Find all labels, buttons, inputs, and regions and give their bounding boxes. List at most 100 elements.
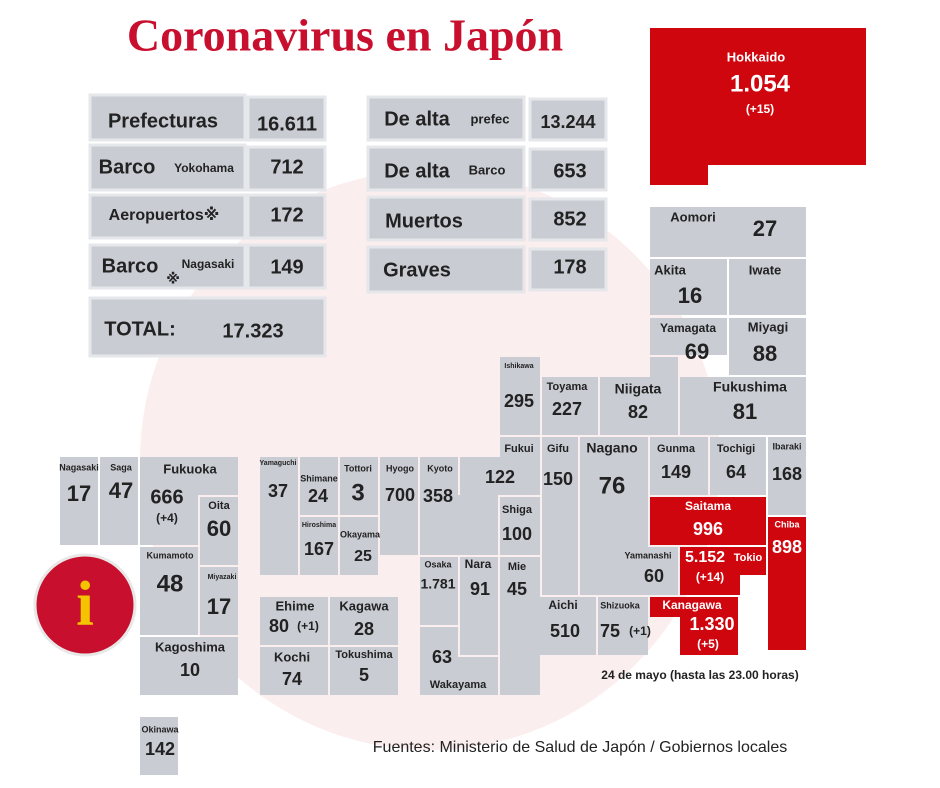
prefecture-name: Shiga bbox=[502, 504, 533, 516]
prefecture-change: (+1) bbox=[629, 624, 651, 638]
prefecture-tile bbox=[729, 259, 806, 315]
summary-sublabel: Nagasaki bbox=[182, 257, 235, 271]
summary-box bbox=[88, 143, 247, 192]
prefecture-tile bbox=[100, 457, 138, 545]
prefecture-tile bbox=[650, 318, 727, 355]
prefecture-tile bbox=[60, 457, 98, 545]
prefecture-tile bbox=[420, 457, 458, 555]
prefecture-value: 76 bbox=[599, 472, 626, 499]
prefecture-value: 358 bbox=[423, 486, 453, 506]
prefecture-value: 24 bbox=[308, 486, 328, 506]
summary-box bbox=[366, 245, 526, 294]
prefecture-value: 88 bbox=[753, 341, 777, 366]
prefecture-tile bbox=[600, 377, 678, 435]
prefecture-name: Osaka bbox=[424, 559, 452, 569]
prefecture-value: 996 bbox=[693, 519, 723, 539]
prefecture-value: 150 bbox=[543, 469, 573, 489]
summary-value-box bbox=[246, 243, 327, 290]
summary-label: Barco bbox=[102, 255, 159, 277]
summary-label: Muertos bbox=[385, 210, 463, 232]
prefecture-tile bbox=[598, 597, 648, 655]
prefecture-tile bbox=[540, 597, 596, 655]
prefecture-tile bbox=[618, 547, 678, 595]
prefecture-value: 167 bbox=[304, 539, 334, 559]
prefecture-value: 122 bbox=[485, 467, 515, 487]
prefecture-tile bbox=[542, 377, 598, 435]
summary-value: 17.323 bbox=[222, 320, 283, 342]
prefecture-name: Nara bbox=[465, 557, 492, 571]
prefecture-value: 149 bbox=[661, 462, 691, 482]
prefecture-value: 227 bbox=[552, 399, 582, 419]
prefecture-tile bbox=[460, 457, 540, 495]
prefecture-tile bbox=[420, 627, 458, 695]
prefecture-value: 10 bbox=[180, 660, 200, 680]
summary-value: 13.244 bbox=[540, 112, 595, 132]
prefecture-value: 81 bbox=[733, 399, 757, 424]
prefecture-value: 45 bbox=[507, 579, 527, 599]
prefecture-value: 69 bbox=[685, 339, 709, 364]
prefecture-value: 74 bbox=[282, 669, 302, 689]
prefecture-value: 666 bbox=[150, 486, 183, 508]
prefecture-name: Kochi bbox=[274, 649, 310, 664]
prefecture-value: 5.152 bbox=[685, 549, 725, 566]
prefecture-name: Niigata bbox=[615, 381, 662, 397]
summary-box bbox=[88, 296, 327, 358]
summary-box bbox=[366, 145, 526, 192]
prefecture-tile bbox=[650, 160, 708, 185]
prefecture-name: Gifu bbox=[547, 443, 569, 455]
prefecture-tile bbox=[650, 437, 708, 495]
prefecture-tile bbox=[140, 717, 178, 775]
prefecture-name: Ibaraki bbox=[772, 441, 801, 451]
prefecture-value: 700 bbox=[385, 485, 415, 505]
prefecture-tile bbox=[340, 457, 378, 515]
summary-value: 172 bbox=[270, 204, 303, 226]
prefecture-name: Kagawa bbox=[339, 598, 389, 613]
prefecture-value: 64 bbox=[726, 462, 746, 482]
summary-value-box bbox=[528, 197, 608, 242]
prefecture-tile bbox=[260, 457, 298, 575]
prefecture-tile bbox=[140, 495, 198, 545]
prefecture-name: Gunma bbox=[657, 443, 696, 455]
summary-label: De alta bbox=[384, 108, 450, 130]
prefecture-value: 510 bbox=[550, 621, 580, 641]
prefecture-tile bbox=[500, 437, 540, 457]
prefecture-value: 60 bbox=[207, 516, 231, 541]
prefecture-name: Fukuoka bbox=[163, 461, 217, 476]
prefecture-name: Tottori bbox=[344, 463, 372, 473]
summary-value: 149 bbox=[270, 256, 303, 278]
summary-box bbox=[366, 95, 526, 142]
prefecture-change: (+5) bbox=[697, 637, 719, 651]
prefecture-tile bbox=[458, 495, 498, 555]
summary-sublabel: prefec bbox=[470, 111, 509, 126]
prefecture-value: 168 bbox=[772, 464, 802, 484]
prefecture-name: Shimane bbox=[300, 473, 338, 483]
summary-value-box bbox=[528, 97, 608, 142]
prefecture-tile bbox=[710, 437, 766, 495]
prefecture-value: 82 bbox=[628, 402, 648, 422]
summary-label: TOTAL: bbox=[104, 318, 175, 340]
prefecture-name: Nagano bbox=[586, 440, 637, 456]
prefecture-value: 37 bbox=[268, 481, 288, 501]
prefecture-value: 48 bbox=[157, 570, 184, 597]
prefecture-value: 16 bbox=[678, 283, 702, 308]
prefecture-value: 47 bbox=[109, 478, 133, 503]
info-icon bbox=[33, 553, 137, 657]
prefecture-value: 3 bbox=[351, 479, 364, 506]
prefecture-name: Hiroshima bbox=[302, 522, 336, 529]
prefecture-name: Miyagi bbox=[748, 319, 788, 334]
prefecture-tile bbox=[650, 259, 727, 315]
prefecture-name: Kagoshima bbox=[155, 639, 226, 654]
prefecture-name: Ishikawa bbox=[504, 363, 533, 370]
prefecture-name: Kumamoto bbox=[147, 550, 195, 560]
prefecture-tile bbox=[650, 497, 766, 545]
prefecture-name: Aichi bbox=[548, 598, 577, 612]
prefecture-name: Yamaguchi bbox=[260, 460, 297, 467]
prefecture-value: 25 bbox=[354, 548, 372, 565]
prefecture-tile bbox=[300, 457, 338, 515]
prefecture-value: 1.781 bbox=[420, 576, 455, 592]
summary-sublabel: Yokohama bbox=[174, 161, 234, 175]
summary-box bbox=[366, 195, 526, 242]
prefecture-name: Saga bbox=[110, 462, 133, 472]
prefecture-value: 75 bbox=[600, 621, 620, 641]
